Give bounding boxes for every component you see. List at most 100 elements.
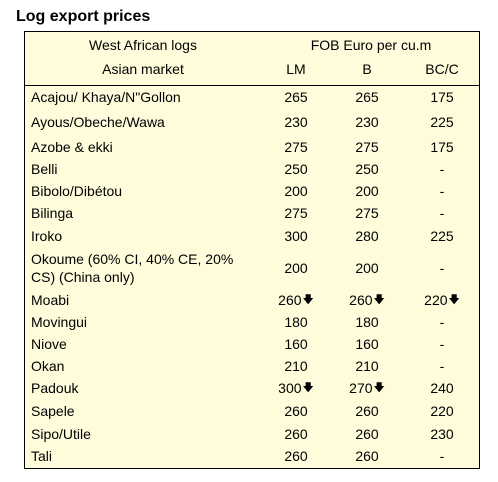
price-bc-c-cell: 240 bbox=[403, 377, 481, 399]
price-b-value: 270 bbox=[349, 380, 373, 396]
price-bc-c-value: 230 bbox=[430, 425, 454, 442]
header-grade-b: B bbox=[362, 61, 372, 77]
species-name: Acajou/ Khaya/N"Gollon bbox=[31, 89, 181, 105]
price-bc-c-cell: 175 bbox=[403, 134, 481, 159]
down-arrow-icon: 🡇 bbox=[373, 381, 385, 394]
species-name: Movingui bbox=[31, 314, 88, 330]
price-bc-c-cell: - bbox=[403, 159, 481, 179]
price-lm-cell: 260 bbox=[261, 422, 331, 445]
price-bc-c-value: - bbox=[439, 161, 445, 177]
price-b-cell: 200 bbox=[331, 179, 403, 202]
price-lm-value: 260 bbox=[278, 292, 302, 308]
price-bc-c-value: 175 bbox=[430, 138, 454, 155]
price-lm-cell: 260 🡇 bbox=[261, 289, 331, 311]
price-lm-cell: 210 bbox=[261, 355, 331, 377]
header-region-label: West African logs bbox=[89, 37, 197, 53]
price-lm-cell: 275 bbox=[261, 202, 331, 224]
price-bc-c-value: 220 bbox=[430, 402, 454, 419]
species-name: Belli bbox=[31, 161, 58, 177]
price-bc-c-value: - bbox=[439, 260, 445, 276]
price-bc-c-value: - bbox=[439, 314, 445, 330]
species-name: Ayous/Obeche/Wawa bbox=[31, 114, 165, 130]
price-bc-c-value: - bbox=[439, 205, 445, 221]
table-row: Niove 160 160 - bbox=[25, 333, 479, 355]
table-row: Iroko 300 280 225 bbox=[25, 224, 479, 247]
price-b-value: 260 bbox=[355, 402, 379, 419]
table-row: Tali 260 260 - bbox=[25, 445, 479, 467]
table-row: Okan 210 210 - bbox=[25, 355, 479, 377]
price-b-cell: 180 bbox=[331, 311, 403, 333]
price-bc-c-cell: - bbox=[403, 202, 481, 224]
price-bc-c-cell: 220 bbox=[403, 399, 481, 422]
table-row: Okoume (60% CI, 40% CE, 20% CS) (China o… bbox=[25, 247, 479, 289]
price-lm-value: 300 bbox=[278, 380, 302, 396]
price-lm-value: 260 bbox=[284, 402, 308, 419]
species-name: Bilinga bbox=[31, 205, 74, 221]
price-lm-value: 200 bbox=[284, 182, 308, 199]
price-b-value: 210 bbox=[355, 358, 379, 374]
price-lm-value: 260 bbox=[284, 425, 308, 442]
down-arrow-icon: 🡇 bbox=[373, 293, 385, 306]
price-b-value: 275 bbox=[355, 138, 379, 155]
price-b-cell: 160 bbox=[331, 333, 403, 355]
price-b-value: 230 bbox=[355, 114, 379, 130]
price-lm-value: 275 bbox=[284, 205, 308, 221]
table-row: Ayous/Obeche/Wawa 230 230 225 bbox=[25, 110, 479, 134]
price-b-cell: 260 bbox=[331, 422, 403, 445]
price-b-cell: 260 bbox=[331, 399, 403, 422]
price-bc-c-cell: - bbox=[403, 445, 481, 467]
price-lm-value: 210 bbox=[284, 358, 308, 374]
species-name: Okan bbox=[31, 358, 65, 374]
price-b-value: 200 bbox=[355, 182, 379, 199]
species-name: Padouk bbox=[31, 380, 79, 396]
price-lm-cell: 300 bbox=[261, 224, 331, 247]
header-grade-lm: LM bbox=[286, 61, 306, 77]
price-lm-value: 160 bbox=[284, 336, 308, 352]
price-bc-c-cell: 230 bbox=[403, 422, 481, 445]
price-bc-c-cell: - bbox=[403, 179, 481, 202]
price-bc-c-value: 225 bbox=[430, 114, 454, 130]
price-bc-c-value: 225 bbox=[430, 227, 454, 244]
price-bc-c-cell: - bbox=[403, 333, 481, 355]
price-bc-c-value: - bbox=[439, 182, 445, 199]
price-lm-cell: 200 bbox=[261, 179, 331, 202]
price-lm-value: 200 bbox=[284, 260, 308, 276]
price-bc-c-cell: - bbox=[403, 355, 481, 377]
price-lm-value: 275 bbox=[284, 138, 308, 155]
price-lm-cell: 260 bbox=[261, 445, 331, 467]
price-b-value: 275 bbox=[355, 205, 379, 221]
table-row: Movingui 180 180 - bbox=[25, 311, 479, 333]
price-table: West African logs Asian market FOB Euro … bbox=[24, 31, 480, 469]
price-b-cell: 275 bbox=[331, 202, 403, 224]
price-b-cell: 270 🡇 bbox=[331, 377, 403, 399]
species-name: Tali bbox=[31, 448, 53, 464]
table-row: Bilinga 275 275 - bbox=[25, 202, 479, 224]
price-bc-c-cell: 225 bbox=[403, 110, 481, 134]
price-b-value: 260 bbox=[349, 292, 373, 308]
price-bc-c-cell: 175 bbox=[403, 84, 481, 110]
price-b-value: 250 bbox=[355, 161, 379, 177]
species-name: Iroko bbox=[31, 227, 63, 244]
price-bc-c-value: - bbox=[439, 358, 445, 374]
price-b-cell: 280 bbox=[331, 224, 403, 247]
price-lm-cell: 275 bbox=[261, 134, 331, 159]
price-b-cell: 210 bbox=[331, 355, 403, 377]
table-row: Moabi 260 🡇 260 🡇 220 🡇 bbox=[25, 289, 479, 311]
price-bc-c-value: - bbox=[439, 448, 445, 464]
price-b-cell: 250 bbox=[331, 159, 403, 179]
species-name: Moabi bbox=[31, 292, 70, 308]
price-lm-cell: 300 🡇 bbox=[261, 377, 331, 399]
table-row: Belli 250 250 - bbox=[25, 159, 479, 179]
price-bc-c-cell: 220 🡇 bbox=[403, 289, 481, 311]
header-grade-bcc: BC/C bbox=[425, 61, 459, 77]
down-arrow-icon: 🡇 bbox=[302, 293, 314, 306]
price-bc-c-cell: 225 bbox=[403, 224, 481, 247]
species-name: Bibolo/Dibétou bbox=[31, 182, 123, 199]
price-lm-value: 260 bbox=[284, 448, 308, 464]
price-lm-value: 250 bbox=[284, 161, 308, 177]
price-b-value: 260 bbox=[355, 448, 379, 464]
price-b-value: 280 bbox=[355, 227, 379, 244]
page-title: Log export prices bbox=[16, 8, 151, 25]
price-bc-c-cell: - bbox=[403, 311, 481, 333]
price-lm-cell: 160 bbox=[261, 333, 331, 355]
